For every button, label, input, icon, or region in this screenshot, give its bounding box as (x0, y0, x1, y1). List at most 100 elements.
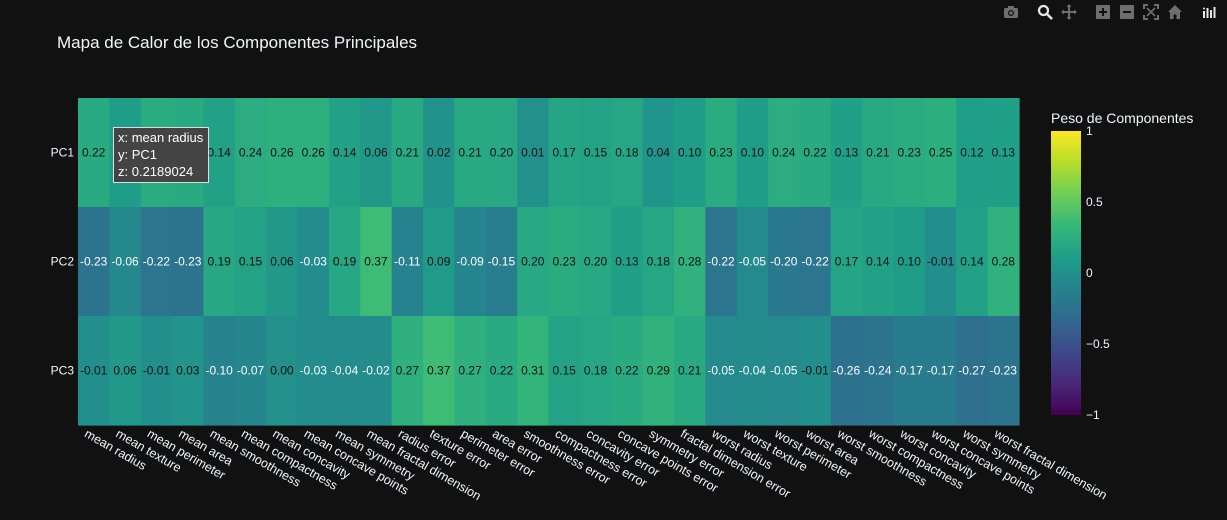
heatmap-cell-PC3-15[interactable] (517, 316, 550, 426)
heatmap-cell-PC1-25[interactable] (830, 98, 863, 208)
heatmap-cell-PC1-10[interactable] (360, 98, 393, 208)
heatmap-cell-PC2-27[interactable] (893, 207, 926, 317)
heatmap-cell-PC2-14[interactable] (485, 207, 518, 317)
camera-icon[interactable] (1001, 3, 1021, 21)
heatmap-cell-PC3-26[interactable] (862, 316, 895, 426)
heatmap-cell-PC2-22[interactable] (736, 207, 769, 317)
heatmap-cell-PC1-11[interactable] (391, 98, 424, 208)
heatmap-cell-PC3-30[interactable] (987, 316, 1020, 426)
heatmap-cell-PC3-9[interactable] (328, 316, 361, 426)
heatmap-cell-PC1-13[interactable] (454, 98, 487, 208)
heatmap-cell-PC2-30[interactable] (987, 207, 1020, 317)
heatmap-cell-PC2-1[interactable] (78, 207, 110, 317)
heatmap-cell-PC1-16[interactable] (548, 98, 581, 208)
heatmap-cell-PC3-21[interactable] (705, 316, 738, 426)
heatmap-cell-PC3-3[interactable] (140, 316, 173, 426)
heatmap-cell-PC1-29[interactable] (956, 98, 989, 208)
heatmap-cell-PC3-16[interactable] (548, 316, 581, 426)
heatmap-cell-PC2-20[interactable] (673, 207, 706, 317)
heatmap-cell-PC1-21[interactable] (705, 98, 738, 208)
heatmap-cell-PC1-22[interactable] (736, 98, 769, 208)
zoom-out-icon[interactable] (1117, 3, 1137, 21)
heatmap-cell-PC3-4[interactable] (172, 316, 205, 426)
heatmap-cell-PC2-8[interactable] (297, 207, 330, 317)
heatmap-cell-PC2-26[interactable] (862, 207, 895, 317)
heatmap-cell-PC2-5[interactable] (203, 207, 236, 317)
cell-value-label: 0.18 (584, 364, 608, 378)
heatmap-cell-PC3-8[interactable] (297, 316, 330, 426)
heatmap-cell-PC3-5[interactable] (203, 316, 236, 426)
heatmap-cell-PC1-8[interactable] (297, 98, 330, 208)
heatmap-cell-PC1-30[interactable] (987, 98, 1020, 208)
heatmap-cell-PC2-28[interactable] (924, 207, 957, 317)
heatmap-cell-PC1-19[interactable] (642, 98, 675, 208)
heatmap-cell-PC2-13[interactable] (454, 207, 487, 317)
heatmap-cell-PC3-22[interactable] (736, 316, 769, 426)
heatmap-cell-PC1-28[interactable] (924, 98, 957, 208)
zoom-icon[interactable] (1035, 3, 1055, 21)
heatmap-cell-PC2-23[interactable] (768, 207, 801, 317)
heatmap-cell-PC1-6[interactable] (234, 98, 267, 208)
heatmap-cell-PC2-3[interactable] (140, 207, 173, 317)
heatmap-cell-PC2-19[interactable] (642, 207, 675, 317)
heatmap-cell-PC3-27[interactable] (893, 316, 926, 426)
heatmap-cell-PC1-23[interactable] (768, 98, 801, 208)
heatmap-cell-PC2-2[interactable] (109, 207, 142, 317)
heatmap-cell-PC2-9[interactable] (328, 207, 361, 317)
heatmap-cell-PC1-15[interactable] (517, 98, 550, 208)
home-icon[interactable] (1165, 3, 1185, 21)
heatmap-cell-PC3-1[interactable] (78, 316, 110, 426)
heatmap-cell-PC1-9[interactable] (328, 98, 361, 208)
heatmap-cell-PC2-21[interactable] (705, 207, 738, 317)
heatmap-cell-PC2-17[interactable] (579, 207, 612, 317)
heatmap-cell-PC2-16[interactable] (548, 207, 581, 317)
zoom-in-icon[interactable] (1093, 3, 1113, 21)
heatmap-cell-PC1-18[interactable] (611, 98, 644, 208)
heatmap-cell-PC3-20[interactable] (673, 316, 706, 426)
heatmap-cell-PC3-6[interactable] (234, 316, 267, 426)
heatmap-cell-PC3-12[interactable] (423, 316, 455, 426)
heatmap-cells: 0.22 0.10 0.23 0.22 0.14 0.24 0.26 0.26 0.14 0.06… (78, 98, 1020, 426)
heatmap-cell-PC2-12[interactable] (423, 207, 455, 317)
heatmap-cell-PC2-18[interactable] (611, 207, 644, 317)
heatmap-cell-PC3-29[interactable] (956, 316, 989, 426)
cell-value-label: 0.19 (333, 255, 357, 269)
heatmap-cell-PC1-7[interactable] (266, 98, 299, 208)
heatmap-cell-PC3-18[interactable] (611, 316, 644, 426)
heatmap-cell-PC1-17[interactable] (579, 98, 612, 208)
heatmap-cell-PC1-24[interactable] (799, 98, 832, 208)
heatmap-cell-PC3-23[interactable] (768, 316, 801, 426)
plotly-logo-icon[interactable] (1199, 3, 1219, 21)
heatmap-cell-PC2-24[interactable] (799, 207, 832, 317)
heatmap-cell-PC3-14[interactable] (485, 316, 518, 426)
heatmap-cell-PC3-10[interactable] (360, 316, 393, 426)
hover-z: z: 0.2189024 (118, 164, 194, 179)
heatmap-cell-PC1-20[interactable] (673, 98, 706, 208)
heatmap-cell-PC2-29[interactable] (956, 207, 989, 317)
heatmap-cell-PC1-1[interactable] (78, 98, 110, 208)
autoscale-icon[interactable] (1141, 3, 1161, 21)
heatmap-cell-PC2-4[interactable] (172, 207, 205, 317)
heatmap-cell-PC2-25[interactable] (830, 207, 863, 317)
heatmap-cell-PC2-15[interactable] (517, 207, 550, 317)
cell-value-label: -0.20 (770, 255, 798, 269)
heatmap-cell-PC2-7[interactable] (266, 207, 299, 317)
heatmap-cell-PC3-2[interactable] (109, 316, 142, 426)
heatmap-cell-PC3-28[interactable] (924, 316, 957, 426)
heatmap-cell-PC3-7[interactable] (266, 316, 299, 426)
heatmap-cell-PC3-11[interactable] (391, 316, 424, 426)
heatmap-cell-PC3-19[interactable] (642, 316, 675, 426)
heatmap-cell-PC3-24[interactable] (799, 316, 832, 426)
heatmap-cell-PC1-27[interactable] (893, 98, 926, 208)
pan-icon[interactable] (1059, 3, 1079, 21)
heatmap-cell-PC1-26[interactable] (862, 98, 895, 208)
heatmap-cell-PC2-6[interactable] (234, 207, 267, 317)
heatmap-cell-PC2-10[interactable] (360, 207, 393, 317)
heatmap-cell-PC1-12[interactable] (423, 98, 455, 208)
heatmap-cell-PC3-17[interactable] (579, 316, 612, 426)
heatmap-cell-PC3-13[interactable] (454, 316, 487, 426)
heatmap-cell-PC2-11[interactable] (391, 207, 424, 317)
heatmap-cell-PC1-14[interactable] (485, 98, 518, 208)
heatmap-cell-PC3-25[interactable] (830, 316, 863, 426)
